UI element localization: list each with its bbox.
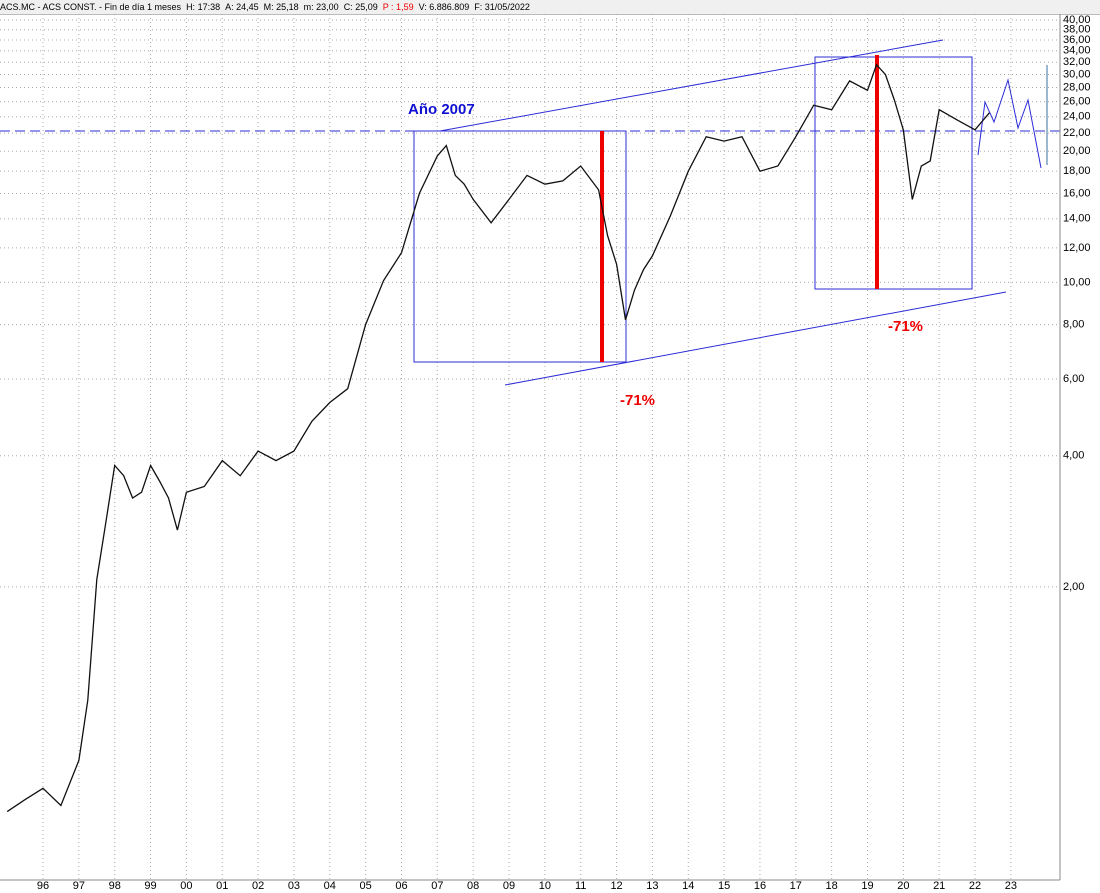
x-tick-label: 17 <box>790 880 802 892</box>
trendline-top <box>439 39 944 132</box>
x-tick-label: 15 <box>718 880 730 892</box>
x-tick-label: 07 <box>431 880 443 892</box>
x-tick-label: 02 <box>252 880 264 892</box>
annotation: -71% <box>888 318 923 335</box>
header-field: ACS.MC - ACS CONST. - Fin de día 1 meses <box>0 2 182 12</box>
y-tick-label: 16,00 <box>1063 187 1091 199</box>
y-tick-label: 18,00 <box>1063 165 1091 177</box>
y-tick-label: 28,00 <box>1063 81 1091 93</box>
x-tick-label: 18 <box>826 880 838 892</box>
y-tick-label: 6,00 <box>1063 373 1084 385</box>
x-tick-label: 19 <box>861 880 873 892</box>
header-field: C: 25,09 <box>343 2 378 12</box>
annotation: -71% <box>620 392 655 409</box>
header-field: V: 6.886.809 <box>418 2 470 12</box>
x-tick-label: 01 <box>216 880 228 892</box>
x-tick-label: 16 <box>754 880 766 892</box>
x-tick-label: 03 <box>288 880 300 892</box>
y-tick-label: 10,00 <box>1063 276 1091 288</box>
projection <box>977 78 1042 169</box>
y-tick-label: 34,00 <box>1063 45 1091 57</box>
y-tick-label: 38,00 <box>1063 24 1091 36</box>
x-tick-label: 13 <box>646 880 658 892</box>
box-2007 <box>413 130 627 363</box>
y-tick-label: 2,00 <box>1063 581 1084 593</box>
x-tick-label: 11 <box>575 880 586 892</box>
y-tick-label: 20,00 <box>1063 145 1091 157</box>
x-tick-label: 08 <box>467 880 479 892</box>
header-field: m: 23,00 <box>303 2 339 12</box>
y-tick-label: 40,00 <box>1063 14 1091 26</box>
x-tick-label: 06 <box>395 880 407 892</box>
x-tick-label: 99 <box>144 880 156 892</box>
header-field: F: 31/05/2022 <box>474 2 530 12</box>
header-bar: ACS.MC - ACS CONST. - Fin de día 1 meses… <box>0 0 1100 15</box>
y-tick-label: 12,00 <box>1063 242 1091 254</box>
y-tick-label: 30,00 <box>1063 68 1091 80</box>
x-tick-label: 14 <box>682 880 694 892</box>
x-tick-label: 97 <box>73 880 85 892</box>
x-tick-label: 09 <box>503 880 515 892</box>
x-tick-label: 98 <box>109 880 121 892</box>
y-tick-label: 36,00 <box>1063 34 1091 46</box>
y-tick-label: 4,00 <box>1063 450 1084 462</box>
x-tick-label: 96 <box>37 880 49 892</box>
annotation: Año 2007 <box>408 101 475 118</box>
box-2019 <box>814 56 973 290</box>
x-tick-label: 22 <box>969 880 981 892</box>
y-tick-label: 22,00 <box>1063 127 1091 139</box>
header-field: H: 17:38 <box>186 2 221 12</box>
x-tick-label: 21 <box>933 880 945 892</box>
x-tick-label: 05 <box>360 880 372 892</box>
x-tick-label: 23 <box>1005 880 1017 892</box>
trendline-bottom <box>504 291 1007 386</box>
y-tick-label: 8,00 <box>1063 319 1084 331</box>
price-line <box>6 63 990 813</box>
y-tick-label: 26,00 <box>1063 95 1091 107</box>
x-tick-label: 20 <box>897 880 909 892</box>
y-tick-label: 24,00 <box>1063 111 1091 123</box>
x-tick-label: 04 <box>324 880 336 892</box>
header-field: M: 25,18 <box>263 2 299 12</box>
y-tick-label: 32,00 <box>1063 56 1091 68</box>
x-tick-label: 10 <box>539 880 551 892</box>
x-tick-label: 00 <box>180 880 192 892</box>
header-field: P : 1,59 <box>382 2 414 12</box>
x-tick-label: 12 <box>610 880 622 892</box>
y-tick-label: 14,00 <box>1063 213 1091 225</box>
header-field: A: 24,45 <box>225 2 259 12</box>
